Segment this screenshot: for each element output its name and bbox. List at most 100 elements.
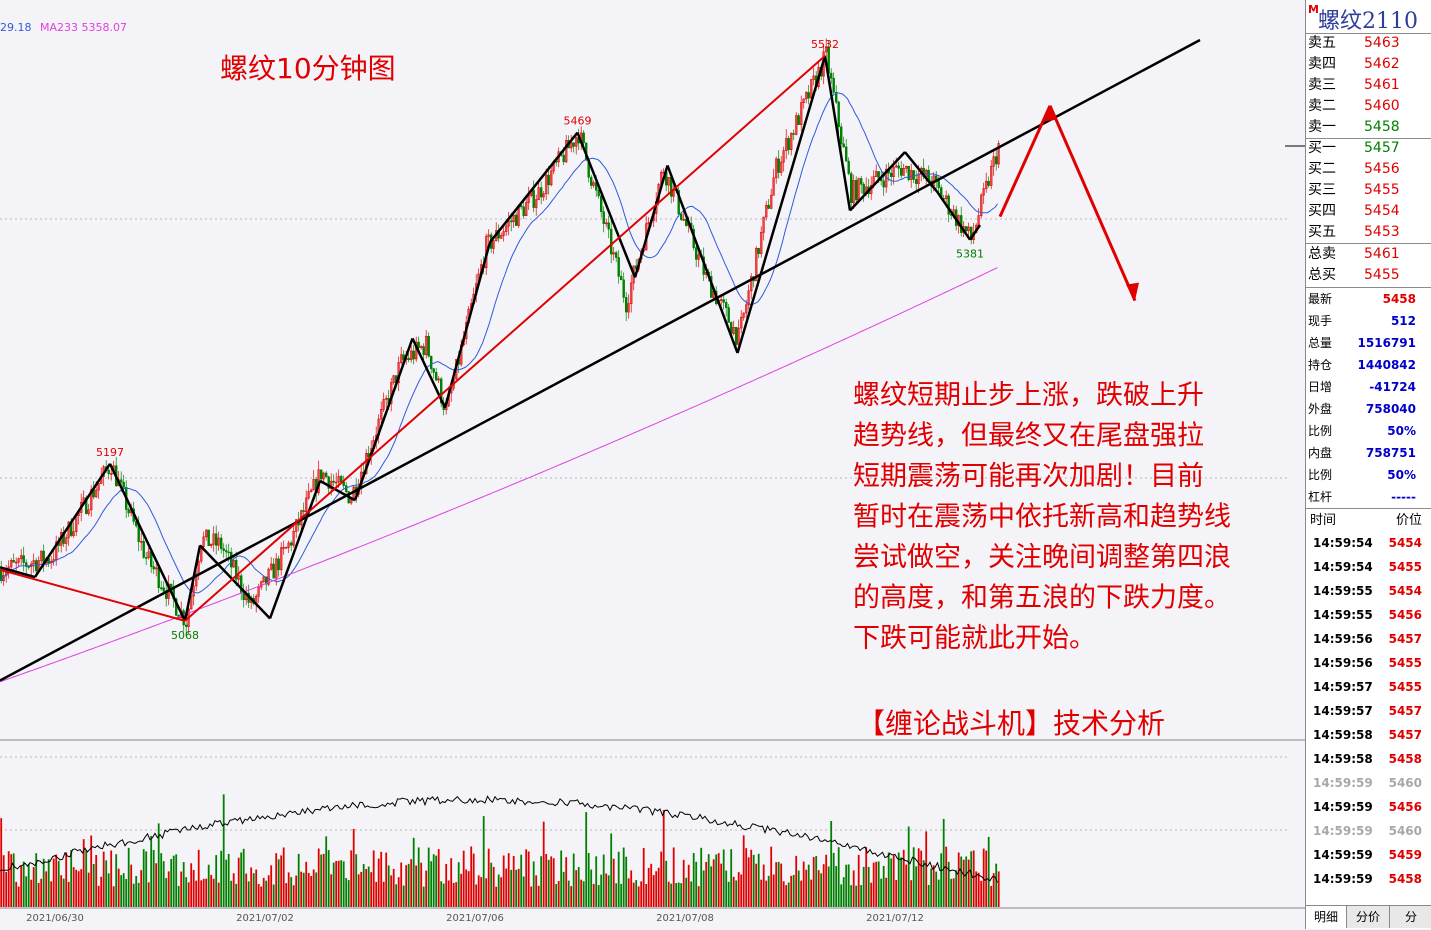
candle-body	[839, 126, 843, 145]
wave-segment	[666, 164, 739, 354]
tab-minute[interactable]: 分	[1390, 906, 1431, 928]
stats-row: 总量 1516791	[1306, 332, 1431, 354]
row-label: 卖二	[1308, 98, 1336, 114]
volume-bar	[947, 861, 950, 907]
candle-body	[399, 354, 403, 363]
candle-body	[882, 180, 885, 188]
volume-bar	[522, 876, 525, 907]
candle-body	[140, 540, 143, 543]
candle-body	[417, 341, 420, 349]
candle-body	[220, 537, 223, 550]
row-value: 5462	[1364, 56, 1400, 72]
volume-bar	[900, 857, 903, 907]
volume-bar	[170, 859, 173, 907]
volume-bar	[985, 850, 988, 907]
volume-bar	[535, 875, 538, 907]
tick-price: 5456	[1388, 800, 1422, 814]
volume-bar	[315, 872, 318, 907]
volume-bar	[890, 858, 893, 907]
volume-bar	[657, 867, 660, 907]
volume-bar	[142, 849, 145, 907]
candle-body	[492, 240, 495, 249]
volume-bar	[560, 850, 563, 907]
symbol-name[interactable]: 螺纹2110	[1318, 9, 1418, 34]
candle-body	[294, 519, 298, 532]
divider	[1306, 287, 1431, 288]
candle-body	[322, 472, 325, 480]
volume-bar	[730, 849, 733, 907]
row-value: 5455	[1364, 267, 1400, 283]
candle-body	[732, 327, 735, 334]
candle-body	[914, 179, 918, 184]
candle-body	[437, 378, 440, 381]
candle-body	[804, 92, 808, 100]
ticks-price-header: 价位	[1395, 513, 1422, 528]
volume-bar	[837, 847, 840, 907]
volume-bar	[747, 857, 750, 907]
volume-bar	[815, 856, 818, 907]
ma233-label: MA233 5358.07	[40, 21, 127, 34]
volume-bar	[835, 866, 838, 907]
volume-bar	[955, 870, 958, 907]
tab-price-distribution[interactable]: 分价	[1347, 906, 1390, 928]
candle-body	[327, 476, 330, 489]
candle-body	[614, 252, 618, 258]
candle-body	[434, 371, 438, 381]
volume-bar	[852, 870, 855, 907]
volume-bar	[320, 854, 323, 907]
volume-bar	[282, 847, 285, 907]
tick-price: 5460	[1388, 776, 1422, 790]
volume-bar	[130, 864, 133, 907]
candle-body	[759, 231, 763, 254]
volume-bar	[997, 871, 1000, 907]
volume-bar	[90, 835, 93, 907]
volume-bar	[740, 874, 743, 907]
tick-time: 14:59:59	[1313, 872, 1373, 886]
tick-price: 5460	[1388, 824, 1422, 838]
volume-bar	[810, 879, 813, 907]
candle-body	[277, 558, 280, 571]
volume-bar	[907, 826, 910, 907]
candle-body	[532, 189, 535, 208]
candle-body	[617, 257, 620, 277]
candle-body	[127, 509, 130, 514]
volume-bar	[312, 869, 315, 907]
volume-bar	[807, 864, 810, 907]
price-chart[interactable]: 5197 5068 5469 5532 5381 2021/06/30 2021/07/0…	[0, 0, 1305, 929]
volume-bar	[717, 853, 720, 907]
candle-body	[272, 563, 275, 579]
candle-body	[215, 533, 218, 546]
candle-body	[837, 101, 840, 128]
volume-bar	[595, 856, 598, 907]
volume-bar	[880, 878, 883, 907]
volume-bar	[35, 853, 38, 907]
volume-bar	[772, 874, 775, 907]
row-label: 比例	[1308, 468, 1333, 482]
volume-bar	[502, 855, 505, 907]
volume-bar	[790, 875, 793, 907]
volume-bar	[470, 846, 473, 907]
volume-bar	[305, 861, 308, 907]
candle-body	[302, 510, 305, 512]
volume-bar	[410, 859, 413, 907]
divider	[1306, 33, 1431, 34]
volume-bar	[15, 881, 18, 907]
volume-bar	[207, 864, 210, 907]
wave-segment	[904, 151, 939, 194]
volume-bar	[122, 873, 125, 907]
stats-row: 内盘 758751	[1306, 442, 1431, 464]
wave-segment	[108, 463, 187, 622]
candle-body	[87, 509, 90, 514]
candle-body	[155, 567, 158, 570]
candle-body	[769, 194, 773, 209]
volume-bar	[732, 876, 735, 907]
candle-body	[142, 540, 145, 558]
volume-bar	[360, 871, 363, 907]
volume-bar	[847, 864, 850, 907]
tick-row: 14:59:57 5455	[1306, 675, 1431, 699]
candle-body	[152, 566, 155, 570]
volume-bar	[865, 847, 868, 907]
tab-detail[interactable]: 明细	[1306, 906, 1347, 928]
volume-bar	[227, 853, 230, 907]
annotation-line: 尝试做空，关注晚间调整第四浪	[853, 542, 1231, 573]
